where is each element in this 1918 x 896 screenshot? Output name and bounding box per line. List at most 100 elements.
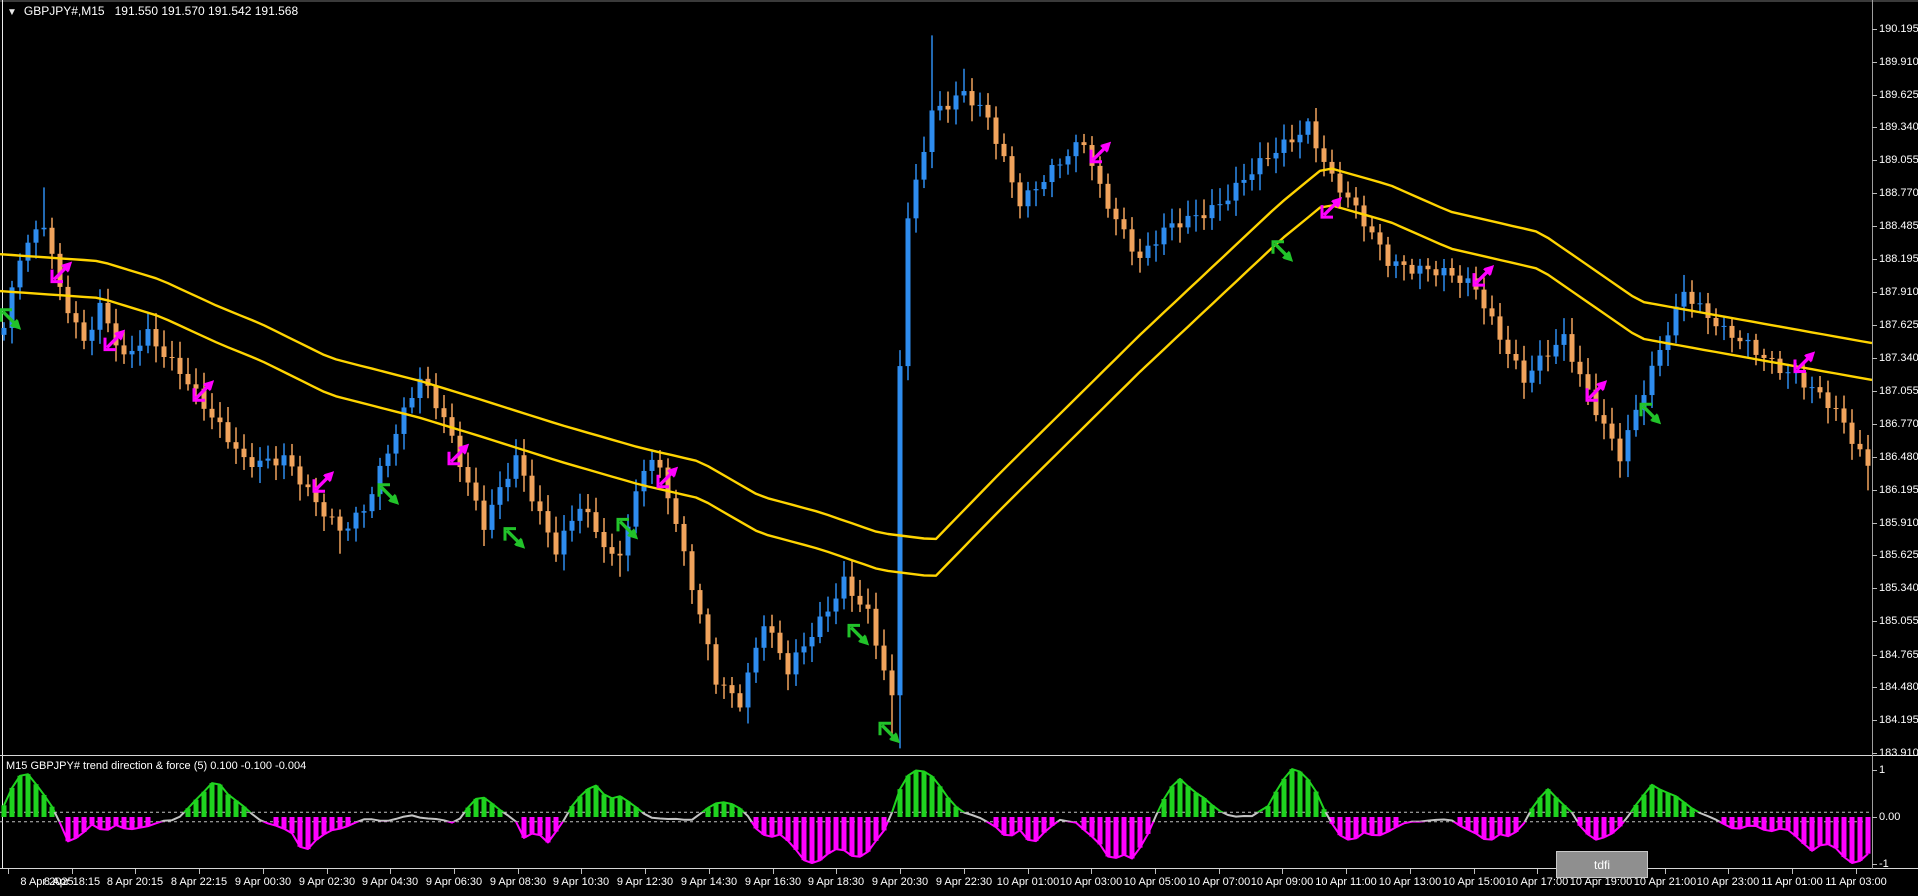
candle: [1417, 258, 1423, 290]
time-axis-separator: [0, 868, 1918, 869]
candle: [673, 489, 679, 532]
tdfi-bar: [1201, 797, 1207, 817]
tdfi-bar: [1281, 778, 1287, 817]
channel-bands: [0, 167, 1873, 577]
candle: [1609, 407, 1615, 451]
candle: [1313, 107, 1319, 163]
tdfi-curve-down: [58, 821, 1869, 864]
candle: [249, 443, 255, 478]
tdfi-bar: [825, 817, 831, 854]
candle: [801, 632, 807, 665]
tdfi-bar: [1737, 817, 1743, 829]
candle: [841, 561, 847, 610]
tdfi-bar: [65, 817, 71, 842]
tdfi-bar: [1345, 817, 1351, 840]
tdfi-bar: [1009, 817, 1015, 836]
candle: [793, 639, 799, 686]
main-price-chart[interactable]: [0, 0, 1918, 757]
candle: [265, 445, 271, 469]
tdfi-curve-up: [3, 768, 1701, 813]
time-tick-label: 8 Apr 18:15: [43, 876, 101, 888]
sell-signal-arrow: [192, 380, 214, 402]
tdfi-bar: [1105, 817, 1111, 857]
tdfi-bar: [1137, 817, 1143, 848]
candle: [889, 654, 895, 737]
tdfi-bar: [345, 817, 351, 827]
tdfi-bar: [921, 771, 927, 817]
tdfi-bar: [617, 796, 623, 817]
tdfi-bar: [481, 797, 487, 817]
chevron-down-icon[interactable]: ▼: [7, 7, 17, 18]
candle: [1513, 339, 1519, 370]
tdfi-bar: [737, 808, 743, 817]
sell-signal-arrow: [103, 329, 125, 352]
tdfi-bar: [1129, 817, 1135, 859]
tdfi-bar: [137, 817, 143, 828]
tdfi-bar: [529, 817, 535, 834]
price-tick: [1872, 655, 1877, 656]
tdfi-bar: [777, 817, 783, 835]
candle: [905, 202, 911, 381]
candle: [729, 676, 735, 708]
price-tick-label: 187.340: [1879, 352, 1918, 364]
candle: [1569, 318, 1575, 373]
price-tick-label: 185.055: [1879, 615, 1918, 627]
tdfi-bar: [241, 806, 247, 817]
candle: [1673, 293, 1679, 344]
candle: [817, 601, 823, 644]
upper-band: [0, 167, 1873, 541]
candle: [1857, 429, 1863, 457]
price-tick-label: 186.480: [1879, 451, 1918, 463]
candle: [897, 350, 903, 749]
tdfi-bar: [1641, 794, 1647, 817]
candle: [257, 447, 263, 484]
candle: [1057, 158, 1063, 179]
tdfi-bar: [201, 791, 207, 817]
time-tick: [199, 869, 200, 874]
candle: [49, 217, 55, 269]
indicator-tick-label: -1: [1879, 858, 1889, 870]
candle: [233, 427, 239, 464]
tdfi-bar: [1385, 817, 1391, 832]
candle: [1369, 217, 1375, 240]
tdfi-indicator-panel[interactable]: [0, 757, 1918, 869]
indicator-tick-label: 0.00: [1879, 811, 1901, 823]
candle: [1241, 163, 1247, 196]
tdfi-bar: [785, 817, 791, 841]
panel-separator[interactable]: [0, 755, 1918, 756]
candle: [1009, 146, 1015, 198]
candle: [369, 486, 375, 518]
tdfi-bar: [1673, 796, 1679, 817]
tdfi-bar: [49, 806, 55, 817]
tdfi-bar: [609, 798, 615, 817]
candle: [1209, 189, 1215, 230]
tdfi-bar: [1041, 817, 1047, 833]
candle: [329, 508, 335, 525]
candle: [433, 373, 439, 420]
candle: [1681, 274, 1687, 322]
time-tick-label: 10 Apr 03:00: [1059, 876, 1123, 888]
candle: [745, 662, 751, 724]
tdfi-bar: [1017, 817, 1023, 831]
candle: [201, 372, 207, 421]
tdfi-bar: [289, 817, 295, 834]
quote-values: 191.550 191.570 191.542 191.568: [114, 4, 299, 18]
candle: [1161, 213, 1167, 255]
candle: [121, 330, 127, 364]
candle: [593, 497, 599, 539]
candle: [1529, 355, 1535, 393]
tdfi-bar: [1657, 789, 1663, 817]
price-tick-label: 186.195: [1879, 484, 1918, 496]
candle: [993, 106, 999, 160]
tdfi-bar: [577, 796, 583, 817]
tdfi-bar: [585, 789, 591, 817]
candle: [1297, 120, 1303, 159]
candle: [273, 446, 279, 481]
candle: [177, 341, 183, 390]
tdfi-bar: [185, 808, 191, 817]
time-tick: [1219, 869, 1220, 874]
tdfi-bar: [857, 817, 863, 857]
tdfi-bar: [305, 817, 311, 850]
tdfi-bar: [1209, 805, 1215, 817]
candle: [1193, 199, 1199, 232]
